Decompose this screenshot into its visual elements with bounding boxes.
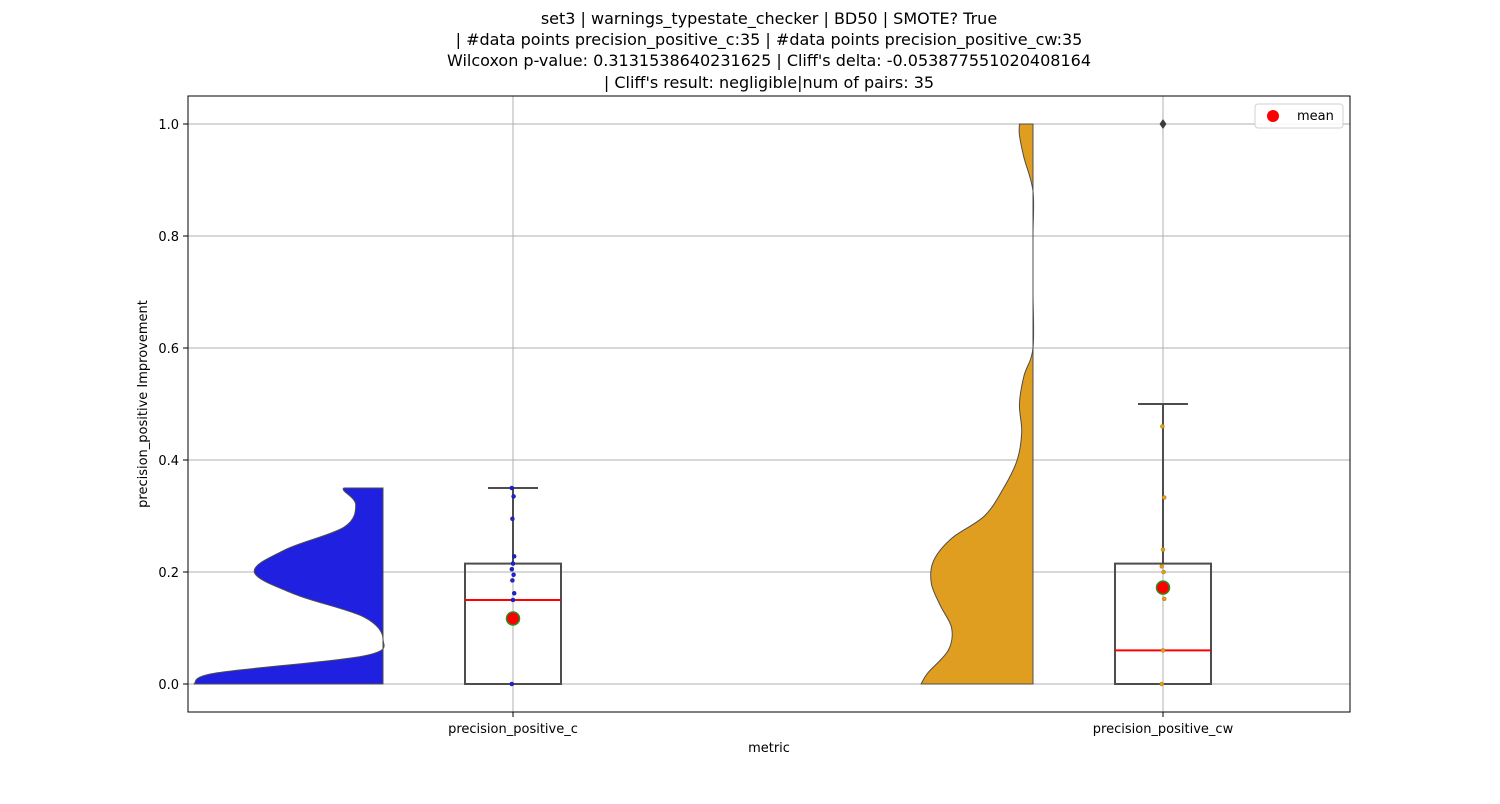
- data-point: [511, 554, 517, 559]
- x-tick-label: precision_positive_cw: [1093, 722, 1234, 737]
- data-point: [509, 566, 515, 572]
- data-point: [1161, 569, 1166, 575]
- chart-title-line-1: set3 | warnings_typestate_checker | BD50…: [541, 9, 997, 29]
- data-point: [1161, 495, 1167, 500]
- y-tick-label: 0.2: [158, 566, 179, 581]
- legend: mean: [1254, 103, 1344, 129]
- data-point: [511, 591, 517, 596]
- data-point: [511, 494, 516, 499]
- legend-label: mean: [1297, 109, 1334, 124]
- y-tick-label: 1.0: [158, 118, 179, 133]
- y-axis-ticks: 0.0 0.2 0.4 0.6 0.8 1.0: [158, 118, 188, 693]
- box-plots: [464, 119, 1212, 685]
- y-tick-label: 0.4: [158, 454, 179, 469]
- x-axis-ticks: precision_positive_c precision_positive_c…: [448, 712, 1234, 737]
- data-point: [1160, 547, 1166, 552]
- data-point: [1160, 648, 1166, 653]
- data-point: [1160, 424, 1165, 429]
- outlier-marker: [1159, 119, 1167, 129]
- y-tick-label: 0.6: [158, 342, 179, 357]
- violin-precision_positive_c: [193, 487, 385, 685]
- legend-mean-marker: [1267, 110, 1279, 122]
- data-point: [510, 597, 516, 603]
- chart-title-line-3: Wilcoxon p-value: 0.3131538640231625 | C…: [447, 51, 1091, 70]
- chart-title: set3 | warnings_typestate_checker | BD50…: [447, 9, 1091, 92]
- data-point: [510, 516, 515, 522]
- data-points: [505, 424, 1171, 687]
- x-axis-label: metric: [748, 741, 790, 756]
- y-tick-label: 0.0: [158, 678, 179, 693]
- y-tick-label: 0.8: [158, 230, 179, 245]
- data-point: [509, 681, 515, 687]
- plot-area-frame: [187, 95, 1351, 713]
- chart-title-line-4: | Cliff's result: negligible|num of pair…: [604, 73, 934, 92]
- data-point: [1161, 596, 1167, 602]
- violin-precision_positive_cw: [920, 123, 1035, 685]
- mean-marker-precision_positive_c: [505, 611, 521, 626]
- data-point: [1159, 681, 1165, 687]
- violins: [193, 123, 1035, 685]
- data-point: [509, 485, 515, 491]
- legend-box: [1254, 103, 1344, 129]
- y-axis-label: precision_positive Improvement: [136, 300, 151, 508]
- x-tick-label: precision_positive_c: [448, 722, 578, 737]
- data-point: [510, 561, 516, 566]
- mean-marker-precision_positive_cw: [1155, 580, 1171, 595]
- chart-title-line-2: | #data points precision_positive_c:35 |…: [456, 30, 1083, 50]
- data-point: [1159, 564, 1165, 569]
- data-point: [511, 572, 516, 578]
- data-point: [510, 578, 515, 583]
